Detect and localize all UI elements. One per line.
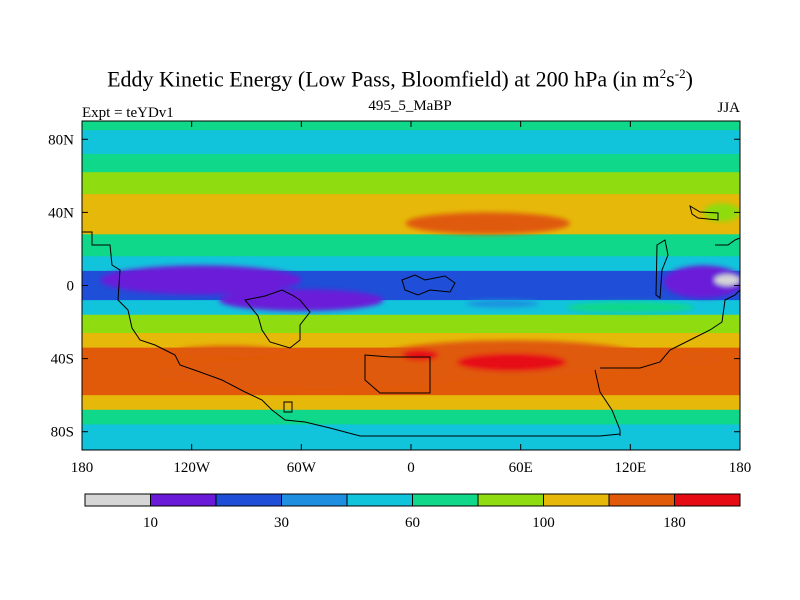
field-blob-8: [177, 345, 280, 357]
coastline-north-pacific: [689, 204, 719, 221]
colorbar-box-0: [84, 493, 151, 507]
chart-subtitle: 495_5_MaBP: [368, 98, 452, 114]
coastline-south-america-east: [244, 289, 311, 349]
coastline-australia-antarctic: [594, 369, 621, 436]
colorbar-box-6: [477, 493, 544, 507]
chart-title: Eddy Kinetic Energy (Low Pass, Bloomfiel…: [0, 66, 800, 92]
colorbar-label-0: 10: [143, 515, 158, 531]
lat-band-12: [82, 395, 740, 411]
field-blob-0: [405, 212, 571, 235]
lat-band-2: [82, 153, 740, 173]
coastline-far-east: [715, 237, 740, 246]
colorbar-label-1: 30: [274, 515, 289, 531]
coastlines: [82, 204, 740, 437]
field-blob-12: [401, 349, 439, 361]
colorbar: 10 30 60 100 180: [84, 493, 741, 531]
plot-area: [82, 121, 740, 450]
chart-title-close: ): [685, 66, 693, 92]
coastline-west-africa: [401, 274, 456, 296]
x-tick-label-2: 60W: [287, 460, 317, 476]
colorbar-box-7: [543, 493, 610, 507]
x-axis: 180 120W 60W 0 60E 120E 180: [71, 121, 752, 476]
y-tick-label-4: 80S: [51, 425, 74, 441]
y-tick-label-1: 40N: [48, 205, 74, 221]
colorbar-label-3: 100: [532, 515, 555, 531]
y-axis: 80N 40N 0 40S 80S: [48, 132, 740, 441]
lat-band-4: [82, 194, 740, 235]
x-tick-label-4: 60E: [509, 460, 533, 476]
field-blob-3: [219, 289, 384, 312]
field-blob-11: [456, 353, 567, 372]
lat-band-1: [82, 130, 740, 155]
season-label: JJA: [717, 100, 740, 116]
coastline-africa: [364, 354, 431, 394]
lat-band-10: [82, 333, 740, 349]
colorbar-label-4: 180: [663, 515, 686, 531]
colorbar-box-3: [281, 493, 348, 507]
lat-band-13: [82, 409, 740, 425]
colorbar-box-1: [150, 493, 217, 507]
colorbar-box-9: [674, 493, 741, 507]
x-tick-label-0: 180: [71, 460, 94, 476]
field-blob-4: [663, 265, 740, 299]
field-blob-7: [566, 301, 695, 313]
y-tick-label-3: 40S: [51, 352, 74, 368]
chart-title-unit-exp2: -2: [674, 66, 686, 81]
colorbar-box-4: [346, 493, 413, 507]
lat-band-9: [82, 314, 740, 334]
colorbar-box-5: [412, 493, 479, 507]
colorbar-box-2: [215, 493, 282, 507]
coastline-americas: [82, 231, 621, 437]
coastline-small-island: [283, 401, 293, 413]
chart-title-unit-s: s: [666, 66, 675, 92]
experiment-label: Expt = teYDv1: [82, 105, 174, 121]
x-tick-label-6: 180: [729, 460, 752, 476]
chart-title-unit-exp1: 2: [659, 66, 667, 81]
field-blob-1: [703, 203, 740, 222]
x-tick-label-3: 0: [407, 460, 415, 476]
field-blob-2: [100, 265, 302, 295]
lat-band-5: [82, 234, 740, 257]
field-blob-6: [465, 300, 539, 308]
y-tick-label-0: 80N: [48, 132, 74, 148]
field-blob-13: [677, 351, 722, 366]
x-tick-label-5: 120E: [614, 460, 646, 476]
colorbar-box-8: [608, 493, 675, 507]
coastline-pacific-island: [655, 239, 669, 299]
field-blob-5: [714, 274, 740, 286]
y-tick-label-2: 0: [67, 279, 75, 295]
coastline-east-asia: [600, 289, 740, 369]
x-tick-label-1: 120W: [173, 460, 211, 476]
colorbar-label-2: 60: [405, 515, 420, 531]
lat-band-3: [82, 172, 740, 195]
field-features: [100, 203, 740, 388]
chart-title-main: Eddy Kinetic Energy (Low Pass, Bloomfiel…: [107, 66, 660, 92]
